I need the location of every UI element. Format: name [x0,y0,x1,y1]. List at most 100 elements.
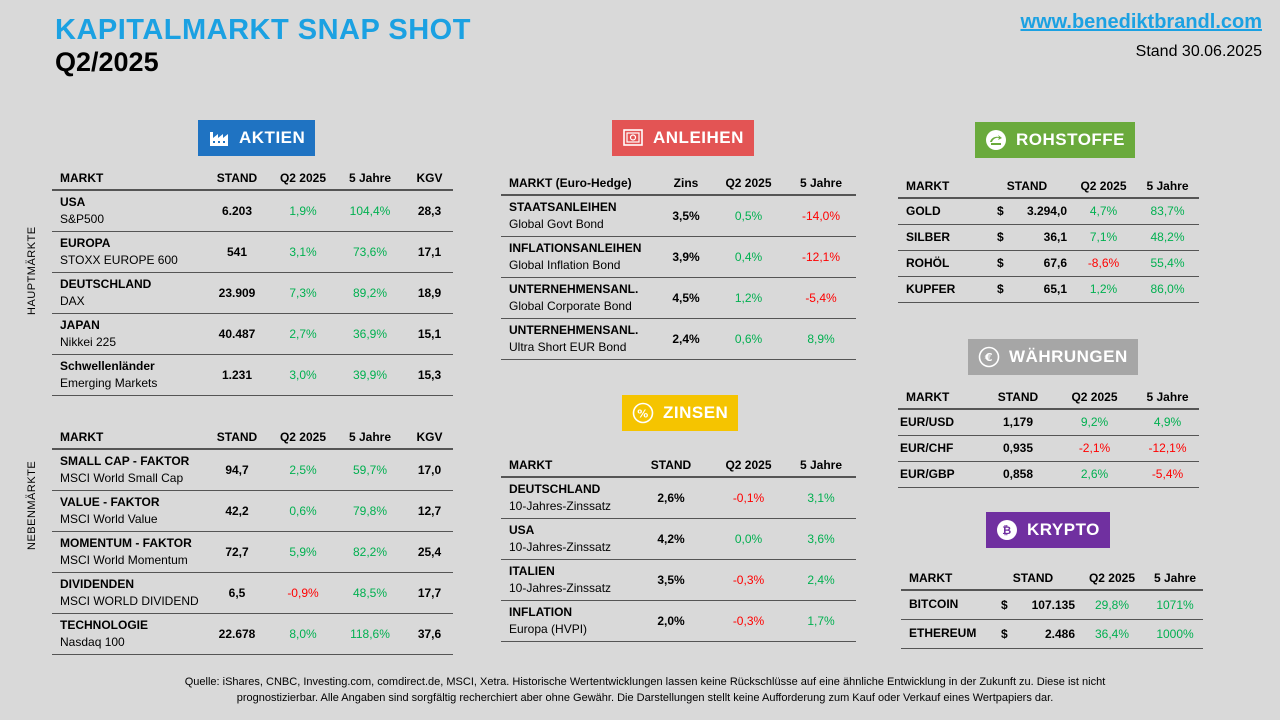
y5-value: 2,4% [786,559,856,601]
y5-value: 3,6% [786,518,856,560]
y5-value: -12,1% [1136,435,1199,462]
col-header: 5 Jahre [1136,385,1199,410]
q2-value: -0,3% [711,559,786,601]
stand-value: 67,6 [1043,256,1067,270]
anleihen-table: MARKT (Euro-Hedge) Zins Q2 2025 5 Jahre … [501,171,856,360]
col-header: KGV [406,166,453,191]
market-sub: 10-Jahres-Zinssatz [509,539,612,554]
y5-value: 36,9% [334,313,406,355]
market-name: SMALL CAP - FAKTOR [60,453,190,468]
col-header: STAND [989,566,1077,591]
table-row: EUR/GBP 0,858 2,6% -5,4% [898,461,1199,488]
rohstoffe-rows: GOLD $3.294,0 4,7% 83,7% SILBER $36,1 7,1% 48,… [898,198,1199,303]
stand-value: 0,858 [983,461,1053,488]
zinsen-badge-label: ZINSEN [663,403,729,422]
col-header: STAND [983,385,1053,410]
market-name: ROHÖL [898,250,983,277]
zins-value: 2,4% [661,318,711,360]
col-header: MARKT [501,453,631,478]
stand-value: 2,6% [631,477,711,519]
y5-value: 82,2% [334,531,406,573]
q2-value: 3,1% [272,231,334,273]
q2-value: -8,6% [1071,250,1136,277]
stand-value: 2,0% [631,600,711,642]
col-header: Q2 2025 [272,166,334,191]
q2-value: 29,8% [1077,590,1147,620]
krypto-table: MARKT STAND Q2 2025 5 Jahre BITCOIN $107.… [901,566,1203,649]
kgv-value: 17,1 [406,231,453,273]
stand-value: 2.486 [1044,626,1075,641]
q2-value: 1,2% [711,277,786,319]
stand-value: 42,2 [202,490,272,532]
q2-value: 0,4% [711,236,786,278]
stand-value: 1,179 [983,409,1053,436]
col-header: MARKT [52,425,202,450]
table-header-row: MARKT STAND Q2 2025 5 Jahre [898,174,1199,199]
col-header: 5 Jahre [786,171,856,196]
y5-value: 48,5% [334,572,406,614]
market-sub: S&P500 [60,211,105,226]
stand-value: 4,2% [631,518,711,560]
kgv-value: 15,1 [406,313,453,355]
euro-coin-icon: € [978,346,1000,368]
zinsen-rows: DEUTSCHLAND 10-Jahres-Zinssatz 2,6% -0,1% 3,… [501,477,856,642]
table-header-row: MARKT STAND Q2 2025 5 Jahre KGV [52,166,453,191]
table-row: SILBER $36,1 7,1% 48,2% [898,224,1199,251]
table-row: UNTERNEHMENSANL. Global Corporate Bond 4,5… [501,277,856,319]
q2-value: 1,9% [272,190,334,232]
zins-value: 4,5% [661,277,711,319]
market-sub: Europa (HVPI) [509,621,588,636]
col-header: Q2 2025 [1071,174,1136,199]
rohstoffe-badge-label: ROHSTOFFE [1016,130,1126,149]
market-name: TECHNOLOGIE [60,617,149,632]
table-row: INFLATIONSANLEIHEN Global Inflation Bond 3… [501,236,856,278]
y5-value: 4,9% [1136,409,1199,436]
market-name: Schwellenländer [60,358,155,373]
currency-symbol: $ [997,204,1004,219]
y5-value: -5,4% [1136,461,1199,488]
market-sub: MSCI World Small Cap [60,470,184,485]
y5-value: 1,7% [786,600,856,642]
y5-value: 86,0% [1136,276,1199,303]
recycle-icon [985,129,1007,151]
market-sub: Nasdaq 100 [60,634,125,649]
market-name: UNTERNEHMENSANL. [509,281,639,296]
disclaimer: Quelle: iShares, CNBC, Investing.com, co… [120,674,1170,706]
market-name: SILBER [898,224,983,251]
stand-value: 6,5 [202,572,272,614]
col-header: STAND [202,425,272,450]
table-row: KUPFER $65,1 1,2% 86,0% [898,276,1199,303]
table-header-row: MARKT (Euro-Hedge) Zins Q2 2025 5 Jahre [501,171,856,196]
col-header: Q2 2025 [711,171,786,196]
disclaimer-line-1: Quelle: iShares, CNBC, Investing.com, co… [184,676,1106,688]
market-name: INFLATIONSANLEIHEN [509,240,642,255]
stand-value: 94,7 [202,449,272,491]
market-sub: Ultra Short EUR Bond [509,339,627,354]
table-row: BITCOIN $107.135 29,8% 1071% [901,590,1203,620]
y5-value: 83,7% [1136,198,1199,225]
stand-value: 6.203 [202,190,272,232]
page-subtitle: Q2/2025 [55,47,159,77]
table-header-row: MARKT STAND Q2 2025 5 Jahre KGV [52,425,453,450]
krypto-badge-label: KRYPTO [1027,520,1100,539]
market-name: UNTERNEHMENSANL. [509,322,639,337]
y5-value: -12,1% [786,236,856,278]
col-header: Q2 2025 [272,425,334,450]
col-header: 5 Jahre [334,166,406,191]
col-header: 5 Jahre [786,453,856,478]
stand-value: 22.678 [202,613,272,655]
y5-value: 8,9% [786,318,856,360]
table-row: VALUE - FAKTOR MSCI World Value 42,2 0,6% 79… [52,490,453,532]
market-name: DEUTSCHLAND [509,481,601,496]
website-link[interactable]: www.benediktbrandl.com [1020,11,1262,33]
table-row: UNTERNEHMENSANL. Ultra Short EUR Bond 2,4%… [501,318,856,360]
col-header: STAND [983,174,1071,199]
table-row: ITALIEN 10-Jahres-Zinssatz 3,5% -0,3% 2,4% [501,559,856,601]
krypto-badge: ₿ KRYPTO [986,512,1110,548]
waehrungen-badge-label: WÄHRUNGEN [1009,347,1128,366]
y5-value: 1071% [1147,590,1203,620]
q2-value: 4,7% [1071,198,1136,225]
market-name: EUR/GBP [898,461,983,488]
aktien-rows: USA S&P500 6.203 1,9% 104,4% 28,3 EUROPA STOXX… [52,190,453,396]
market-name: JAPAN [60,317,100,332]
